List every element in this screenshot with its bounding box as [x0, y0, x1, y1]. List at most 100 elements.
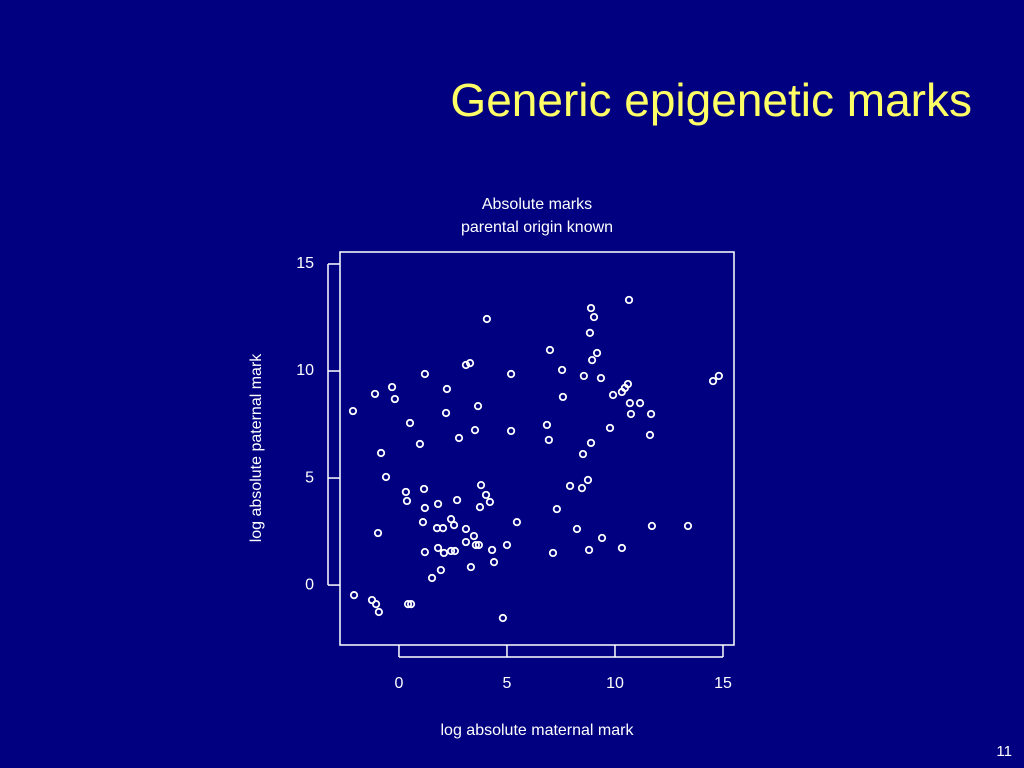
- point: [605, 423, 615, 433]
- point: [470, 425, 480, 435]
- point: [585, 328, 595, 338]
- point: [635, 399, 645, 408]
- point: [545, 345, 555, 355]
- point: [487, 545, 497, 555]
- point: [482, 314, 491, 324]
- point: [586, 438, 596, 448]
- point: [415, 439, 425, 449]
- point: [544, 435, 553, 445]
- x-tick-label: 10: [606, 675, 624, 692]
- point: [578, 449, 588, 459]
- point: [420, 503, 429, 513]
- point: [625, 399, 634, 408]
- x-tick-label: 15: [714, 675, 732, 692]
- point: [683, 521, 693, 531]
- point: [402, 496, 412, 506]
- point: [420, 548, 429, 557]
- point: [454, 433, 464, 443]
- point: [461, 360, 471, 370]
- point: [647, 521, 657, 531]
- point: [583, 475, 593, 485]
- page-number: 11: [996, 743, 1012, 760]
- point: [626, 409, 636, 419]
- point: [498, 613, 507, 623]
- point: [589, 312, 599, 322]
- point: [552, 504, 561, 514]
- point: [390, 394, 399, 404]
- point: [373, 528, 383, 538]
- y-axis-label: log absolute paternal mark: [248, 353, 265, 543]
- point: [558, 392, 568, 402]
- point: [433, 543, 443, 553]
- point: [406, 600, 416, 609]
- point: [579, 371, 588, 381]
- point: [708, 376, 718, 386]
- point: [572, 524, 582, 534]
- point: [645, 430, 655, 440]
- chart-subtitle: parental origin known: [461, 219, 613, 236]
- point: [617, 543, 626, 553]
- point: [475, 503, 485, 512]
- point: [420, 369, 429, 379]
- point: [623, 379, 633, 389]
- point: [512, 518, 522, 527]
- point: [446, 546, 456, 556]
- point: [465, 358, 475, 368]
- y-tick-label: 0: [305, 576, 314, 593]
- point: [348, 406, 358, 416]
- point: [401, 487, 410, 497]
- point: [489, 558, 499, 567]
- point: [370, 389, 380, 399]
- point: [596, 373, 606, 383]
- point: [367, 595, 377, 605]
- point: [433, 499, 443, 509]
- point: [374, 607, 383, 617]
- point: [542, 420, 552, 430]
- point: [506, 426, 516, 436]
- point: [469, 531, 479, 541]
- point: [466, 562, 476, 572]
- x-tick-label: 5: [503, 675, 512, 692]
- point: [405, 418, 415, 428]
- point: [427, 573, 437, 583]
- point: [349, 591, 359, 600]
- point: [557, 365, 567, 375]
- point: [381, 472, 391, 482]
- point: [577, 483, 587, 493]
- slide-title: Generic epigenetic marks: [450, 74, 972, 126]
- point: [714, 371, 723, 381]
- point: [449, 521, 459, 530]
- point: [387, 382, 397, 392]
- point: [481, 490, 491, 500]
- point: [473, 402, 483, 411]
- x-tick-label: 0: [395, 675, 404, 692]
- x-axis-label: log absolute maternal mark: [441, 722, 635, 739]
- point: [450, 546, 460, 556]
- point: [597, 533, 607, 543]
- point: [485, 497, 495, 507]
- y-tick-label: 15: [296, 255, 314, 272]
- point: [587, 355, 597, 365]
- point: [608, 390, 618, 400]
- point: [548, 548, 558, 558]
- point: [436, 565, 445, 575]
- point: [376, 448, 386, 458]
- point: [476, 481, 486, 490]
- point: [418, 518, 428, 527]
- y-tick-label: 5: [305, 469, 314, 486]
- plot-frame: [339, 251, 735, 646]
- point: [592, 348, 602, 358]
- point: [646, 409, 656, 419]
- y-tick-label: 10: [296, 362, 314, 379]
- point: [442, 384, 452, 394]
- chart-title: Absolute marks: [482, 196, 592, 213]
- point: [506, 369, 516, 379]
- point: [474, 540, 483, 550]
- point: [452, 495, 462, 505]
- point: [502, 540, 512, 550]
- point: [441, 408, 451, 418]
- point: [461, 537, 471, 547]
- point: [438, 524, 448, 533]
